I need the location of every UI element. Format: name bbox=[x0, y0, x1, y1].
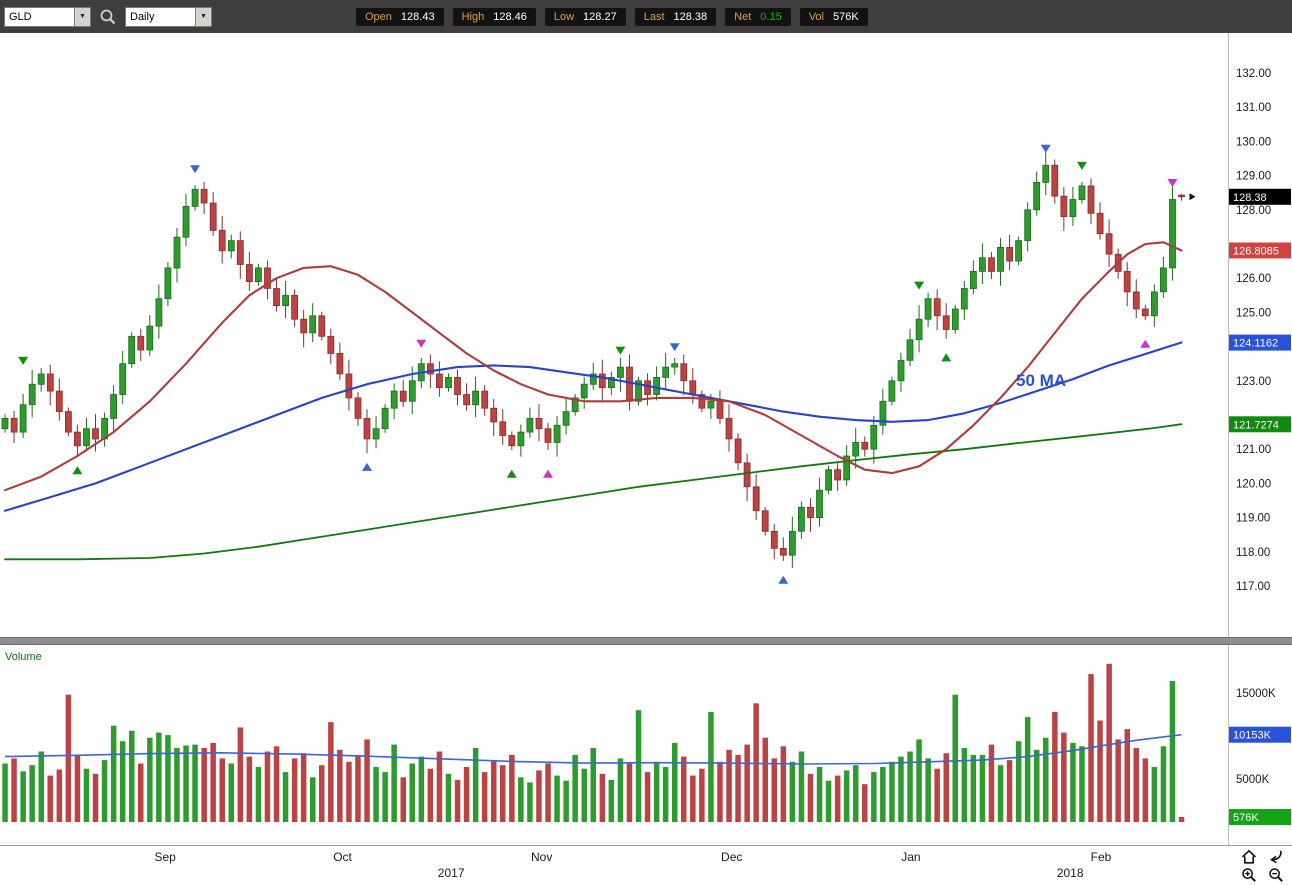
timeframe-combo: ▼ bbox=[125, 6, 212, 27]
price-axis-ticks: 132.00 131.00 130.00 129.00 128.00 126.00 125.… bbox=[1236, 68, 1271, 593]
timeframe-input[interactable] bbox=[125, 6, 195, 27]
chart-area: 132.00 131.00 130.00 129.00 128.00 126.00 125.… bbox=[0, 33, 1292, 885]
quote-field-label: High bbox=[461, 10, 485, 23]
volume-axis-tag bbox=[1229, 726, 1291, 743]
quote-field-value: 0.15 bbox=[760, 10, 782, 23]
svg-text:126.8085: 126.8085 bbox=[1233, 246, 1279, 258]
quote-field-label: Vol bbox=[808, 10, 824, 23]
svg-text:123.00: 123.00 bbox=[1236, 376, 1271, 388]
candles bbox=[1, 151, 1185, 568]
quote-field-label: Net bbox=[734, 10, 752, 23]
volume-bars bbox=[2, 663, 1185, 822]
svg-text:131.00: 131.00 bbox=[1236, 102, 1271, 114]
ma_blue_50-line bbox=[3, 341, 1183, 512]
svg-text:118.00: 118.00 bbox=[1236, 547, 1270, 559]
quote-field-net: Net 0.15 bbox=[725, 7, 791, 26]
quote-field-label: Low bbox=[553, 10, 575, 23]
quote-field-value: 128.38 bbox=[673, 10, 708, 23]
ma_green_200-line bbox=[4, 423, 1183, 561]
month-label-dec: Dec bbox=[721, 850, 743, 864]
quote-field-open: Open 128.43 bbox=[356, 7, 444, 26]
svg-text:132.00: 132.00 bbox=[1236, 68, 1271, 80]
volume-axis-tick: 15000K bbox=[1236, 688, 1276, 700]
svg-text:126.00: 126.00 bbox=[1236, 273, 1271, 285]
search-icon[interactable] bbox=[97, 6, 119, 28]
price-axis-tag bbox=[1229, 416, 1291, 433]
year-label-2017: 2017 bbox=[437, 866, 465, 880]
svg-text:128.00: 128.00 bbox=[1236, 205, 1271, 217]
svg-text:129.00: 129.00 bbox=[1236, 171, 1271, 183]
date-axis[interactable]: Sep Oct Nov Dec Jan Feb 2017 2018 bbox=[0, 845, 1292, 885]
price-axis-tag bbox=[1229, 334, 1291, 351]
price-chart[interactable]: 132.00 131.00 130.00 129.00 128.00 126.00 125.… bbox=[0, 33, 1292, 637]
svg-text:119.00: 119.00 bbox=[1236, 513, 1270, 525]
quote-field-value: 128.46 bbox=[493, 10, 527, 23]
volume-axis-tag bbox=[1229, 809, 1291, 825]
quote-field-low: Low 128.27 bbox=[544, 7, 626, 26]
quote-field-value: 128.43 bbox=[400, 10, 435, 23]
month-label-sep: Sep bbox=[154, 850, 176, 864]
volume-axis-tick: 5000K bbox=[1236, 774, 1270, 786]
quote-field-vol: Vol 576K bbox=[799, 7, 868, 26]
volume-ma-line bbox=[4, 733, 1182, 765]
month-label-jan: Jan bbox=[901, 850, 921, 864]
toolbar: ▼ ▼ Open 128.43 High 128.46 Low 128.27 Last 128… bbox=[0, 0, 1292, 33]
timeframe-dropdown-button[interactable]: ▼ bbox=[195, 6, 212, 27]
quote-field-value: 128.27 bbox=[583, 10, 617, 23]
svg-text:576K: 576K bbox=[1233, 812, 1259, 824]
quote-field-label: Open bbox=[365, 10, 392, 23]
svg-text:128.38: 128.38 bbox=[1233, 192, 1267, 204]
svg-text:10153K: 10153K bbox=[1233, 730, 1272, 742]
volume-chart[interactable]: 15000K 5000K 10153K 576K bbox=[0, 645, 1292, 845]
svg-text:121.00: 121.00 bbox=[1236, 444, 1271, 456]
pane-splitter[interactable] bbox=[0, 637, 1292, 645]
quote-field-label: Last bbox=[643, 10, 665, 23]
svg-text:125.00: 125.00 bbox=[1236, 307, 1271, 319]
zoom-in-icon[interactable] bbox=[1241, 867, 1258, 883]
symbol-dropdown-button[interactable]: ▼ bbox=[74, 6, 91, 27]
ma_red-line bbox=[3, 241, 1183, 492]
home-icon[interactable] bbox=[1241, 849, 1258, 865]
quote-field-last: Last 128.38 bbox=[634, 7, 717, 26]
quote-fields: Open 128.43 High 128.46 Low 128.27 Last 128.38 N… bbox=[356, 7, 868, 26]
zoom-out-icon[interactable] bbox=[1268, 867, 1285, 883]
svg-text:124.1162: 124.1162 bbox=[1233, 338, 1278, 350]
symbol-combo: ▼ bbox=[4, 6, 91, 27]
price-axis-tag bbox=[1229, 188, 1291, 205]
quote-field-high: High 128.46 bbox=[452, 7, 536, 26]
price-axis-tag bbox=[1229, 242, 1291, 259]
symbol-input[interactable] bbox=[4, 6, 74, 27]
month-label-nov: Nov bbox=[530, 850, 553, 864]
chart-corner-toolbar bbox=[1241, 849, 1286, 883]
month-label-feb: Feb bbox=[1090, 850, 1112, 864]
year-label-2018: 2018 bbox=[1056, 866, 1084, 880]
undo-icon[interactable] bbox=[1268, 849, 1285, 865]
svg-text:130.00: 130.00 bbox=[1236, 136, 1271, 148]
volume-pane-title: Volume bbox=[5, 651, 42, 663]
svg-text:120.00: 120.00 bbox=[1236, 478, 1271, 490]
svg-text:121.7274: 121.7274 bbox=[1233, 419, 1279, 431]
swing-markers bbox=[18, 144, 1178, 584]
svg-text:117.00: 117.00 bbox=[1236, 581, 1270, 593]
last-price-pointer bbox=[1189, 193, 1196, 201]
month-label-oct: Oct bbox=[333, 850, 352, 864]
quote-field-value: 576K bbox=[833, 10, 859, 23]
